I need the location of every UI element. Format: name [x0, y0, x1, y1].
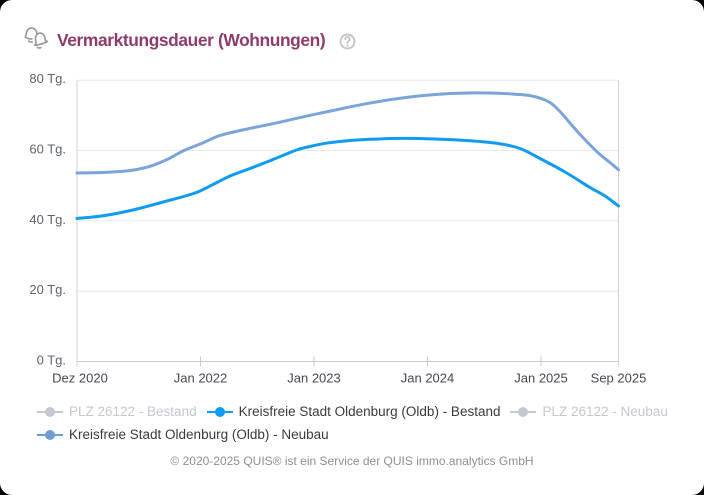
svg-text:Jan 2025: Jan 2025 [514, 370, 568, 385]
svg-text:Jan 2024: Jan 2024 [401, 370, 455, 385]
svg-text:20 Tg.: 20 Tg. [29, 282, 66, 297]
svg-text:Jan 2023: Jan 2023 [287, 370, 341, 385]
svg-text:60 Tg.: 60 Tg. [29, 142, 66, 157]
svg-text:Sep 2025: Sep 2025 [591, 370, 647, 385]
svg-text:0 Tg.: 0 Tg. [37, 353, 66, 368]
svg-text:80 Tg.: 80 Tg. [29, 71, 66, 86]
svg-text:Dez 2020: Dez 2020 [52, 370, 108, 385]
svg-text:Jan 2022: Jan 2022 [174, 370, 228, 385]
svg-text:40 Tg.: 40 Tg. [29, 212, 66, 227]
